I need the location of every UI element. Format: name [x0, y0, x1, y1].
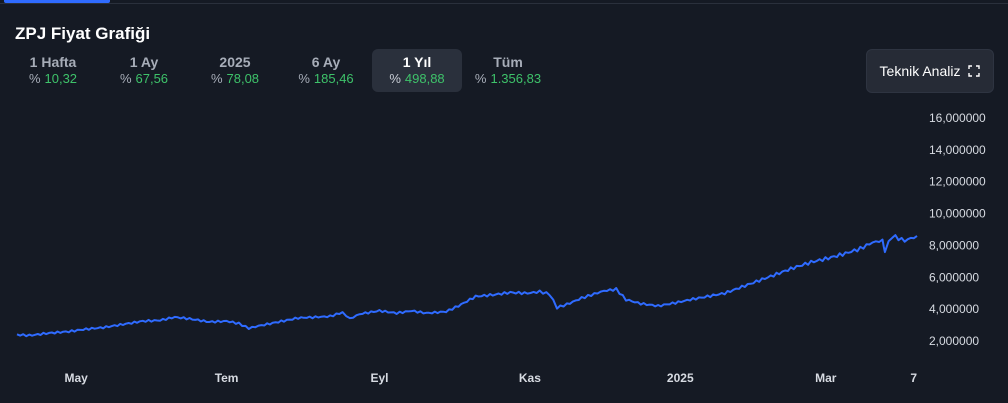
- period-tab-5[interactable]: Tüm% 1.356,83: [463, 49, 553, 92]
- expand-icon: [968, 65, 981, 77]
- period-change-value: 185,46: [313, 71, 354, 86]
- period-label: 1 Ay: [129, 54, 159, 70]
- y-tick-label: 4,000000: [929, 302, 979, 316]
- percent-symbol: %: [298, 71, 310, 86]
- period-change-value: 498,88: [404, 71, 445, 86]
- percent-symbol: %: [28, 71, 41, 86]
- x-tick-label: 7: [910, 371, 917, 385]
- y-tick-label: 10,000000: [929, 207, 986, 221]
- technical-analysis-label: Teknik Analiz: [879, 63, 961, 79]
- x-tick-label: Kas: [519, 371, 541, 385]
- y-tick-label: 2,000000: [929, 334, 979, 348]
- period-tab-3[interactable]: 6 Ay% 185,46: [281, 49, 371, 92]
- period-change: % 10,32: [29, 71, 77, 87]
- period-change: % 1.356,83: [475, 71, 541, 87]
- x-tick-label: Mar: [815, 371, 837, 385]
- x-tick-label: Tem: [215, 371, 239, 385]
- y-tick-label: 12,000000: [929, 175, 986, 189]
- x-tick-label: May: [65, 371, 89, 385]
- y-tick-label: 8,000000: [929, 238, 979, 252]
- period-tab-1[interactable]: 1 Ay% 67,56: [99, 49, 189, 92]
- percent-symbol: %: [119, 71, 132, 86]
- percent-symbol: %: [474, 71, 487, 86]
- period-label: 2025: [219, 54, 251, 70]
- period-tab-0[interactable]: 1 Hafta% 10,32: [8, 49, 98, 92]
- period-tab-4[interactable]: 1 Yıl% 498,88: [372, 49, 462, 92]
- top-border: [0, 0, 1008, 4]
- x-tick-label: Eyl: [370, 371, 388, 385]
- period-change: % 185,46: [298, 71, 353, 87]
- chart-title: ZPJ Fiyat Grafiği: [15, 24, 151, 43]
- active-tab-indicator: [4, 0, 110, 3]
- period-change-value: 67,56: [135, 71, 169, 86]
- period-change-value: 78,08: [226, 71, 260, 86]
- x-tick-label: 2025: [667, 371, 694, 385]
- y-tick-label: 14,000000: [929, 143, 986, 157]
- percent-symbol: %: [210, 71, 223, 86]
- period-change-value: 10,32: [44, 71, 78, 86]
- percent-symbol: %: [389, 71, 401, 86]
- period-change: % 498,88: [389, 71, 444, 87]
- period-tab-2[interactable]: 2025% 78,08: [190, 49, 280, 92]
- price-chart: 2,000000 4,000000 6,000000 8,000000 10,00000…: [16, 111, 986, 385]
- period-label: 1 Hafta: [29, 54, 77, 70]
- period-change: % 78,08: [211, 71, 259, 87]
- technical-analysis-button[interactable]: Teknik Analiz: [866, 49, 994, 93]
- y-tick-label: 6,000000: [929, 270, 979, 284]
- period-change: % 67,56: [120, 71, 168, 87]
- y-tick-label: 16,000000: [929, 111, 986, 125]
- price-line-series: [16, 234, 918, 338]
- period-selector: 1 Hafta% 10,32 1 Ay% 67,56 2025% 78,08 6 Ay% 18…: [8, 49, 554, 92]
- period-change-value: 1.356,83: [490, 71, 542, 86]
- period-label: Tüm: [493, 54, 523, 70]
- period-label: 6 Ay: [311, 54, 341, 70]
- period-label: 1 Yıl: [402, 54, 432, 70]
